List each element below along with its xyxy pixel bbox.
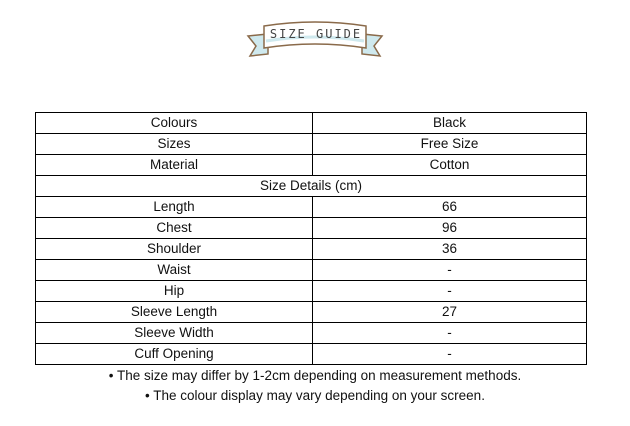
table-row: Cuff Opening - [35, 343, 587, 365]
row-label: Sleeve Length [35, 301, 313, 323]
row-value: 27 [312, 301, 587, 323]
table-row: Hip - [35, 280, 587, 302]
table-row: Material Cotton [35, 154, 587, 176]
row-label: Material [35, 154, 313, 176]
section-header: Size Details (cm) [35, 175, 587, 197]
row-label: Length [35, 196, 313, 218]
note-measurement: • The size may differ by 1-2cm depending… [108, 368, 522, 383]
row-value: Free Size [312, 133, 587, 155]
table-row: Shoulder 36 [35, 238, 587, 260]
row-label: Waist [35, 259, 313, 281]
row-label: Sizes [35, 133, 313, 155]
row-value: Black [312, 112, 587, 134]
row-value: - [312, 280, 587, 302]
row-value: 96 [312, 217, 587, 239]
table-row: Sleeve Length 27 [35, 301, 587, 323]
row-label: Hip [35, 280, 313, 302]
table-row: Length 66 [35, 196, 587, 218]
row-value: - [312, 259, 587, 281]
row-value: - [312, 343, 587, 365]
row-label: Sleeve Width [35, 322, 313, 344]
row-label: Colours [35, 112, 313, 134]
note-colour: • The colour display may vary depending … [145, 388, 485, 403]
row-label: Cuff Opening [35, 343, 313, 365]
table-row: Sleeve Width - [35, 322, 587, 344]
row-label: Chest [35, 217, 313, 239]
row-value: 36 [312, 238, 587, 260]
size-guide-banner [246, 21, 384, 57]
table-row: Sizes Free Size [35, 133, 587, 155]
table-row: Chest 96 [35, 217, 587, 239]
row-value: Cotton [312, 154, 587, 176]
row-value: - [312, 322, 587, 344]
section-header-row: Size Details (cm) [35, 175, 587, 197]
size-table: Colours Black Sizes Free Size Material Cotton… [35, 112, 587, 365]
banner-title: SIZE GUIDE [269, 27, 363, 41]
row-label: Shoulder [35, 238, 313, 260]
row-value: 66 [312, 196, 587, 218]
table-row: Waist - [35, 259, 587, 281]
table-row: Colours Black [35, 112, 587, 134]
